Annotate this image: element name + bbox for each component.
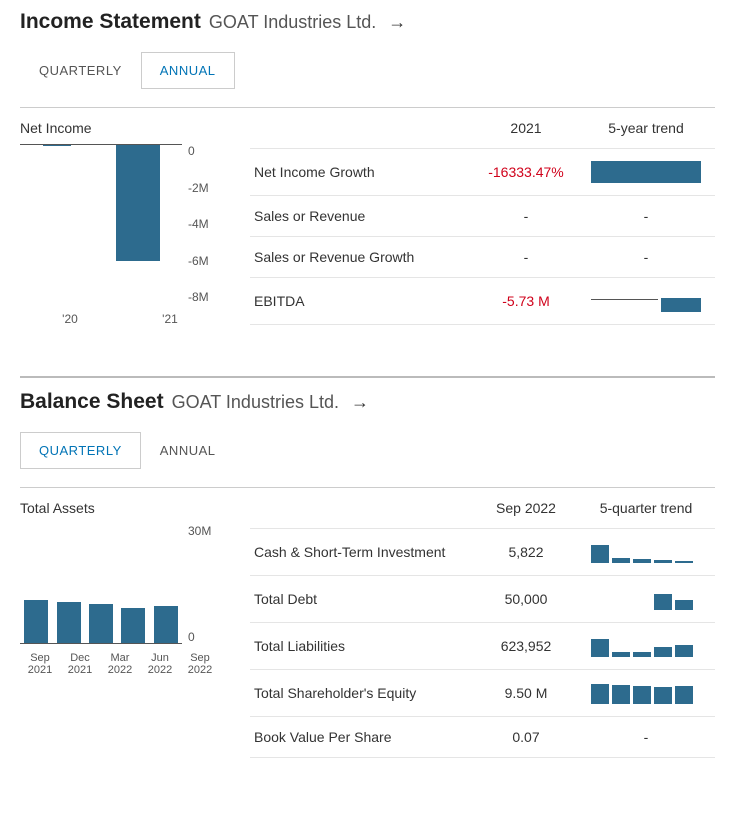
total-assets-chart: Total Assets 30M 0 Sep2021 Dec2021 Mar2022 J… <box>20 488 220 676</box>
trend-cell <box>581 588 711 610</box>
tab-quarterly[interactable]: QUARTERLY <box>20 52 141 89</box>
income-company: GOAT Industries Ltd. <box>209 12 376 33</box>
trend-cell <box>581 635 711 657</box>
income-tabs: QUARTERLY ANNUAL <box>20 52 715 89</box>
metric-label: Sales or Revenue Growth <box>254 249 471 265</box>
arrow-right-icon[interactable]: → <box>388 12 406 33</box>
y-tick: 0 <box>188 630 220 644</box>
table-row: Sales or Revenue-- <box>250 196 715 237</box>
metric-value: 623,952 <box>471 638 581 654</box>
y-tick: 0 <box>188 144 220 158</box>
arrow-right-icon[interactable]: → <box>351 392 369 413</box>
metric-label: Sales or Revenue <box>254 208 471 224</box>
bar <box>43 145 71 146</box>
x-tick: Jun2022 <box>148 652 172 676</box>
chart-title: Total Assets <box>20 500 220 516</box>
metric-value: 5,822 <box>471 544 581 560</box>
balance-header: Balance Sheet GOAT Industries Ltd. → <box>20 390 715 422</box>
x-tick: '20 <box>62 312 78 326</box>
trend-cell: - <box>581 249 711 265</box>
metric-value: 50,000 <box>471 591 581 607</box>
balance-table: Sep 2022 5-quarter trend Cash & Short-Te… <box>250 488 715 758</box>
bar <box>116 145 160 261</box>
balance-sheet-section: Balance Sheet GOAT Industries Ltd. → QUA… <box>20 390 715 758</box>
col-trend-header: 5-quarter trend <box>581 500 711 516</box>
table-row: Total Liabilities623,952 <box>250 623 715 670</box>
col-value-header: Sep 2022 <box>471 500 581 516</box>
bar <box>154 606 178 644</box>
bar <box>89 604 113 644</box>
metric-value: -5.73 M <box>471 293 581 309</box>
trend-cell <box>581 682 711 704</box>
metric-label: Total Shareholder's Equity <box>254 685 471 701</box>
section-divider <box>20 376 715 378</box>
trend-cell: - <box>581 729 711 745</box>
metric-value: - <box>471 249 581 265</box>
table-row: Book Value Per Share0.07- <box>250 717 715 758</box>
tab-annual[interactable]: ANNUAL <box>141 52 235 89</box>
trend-cell <box>581 541 711 563</box>
metric-label: EBITDA <box>254 293 471 309</box>
trend-cell <box>581 161 711 183</box>
tab-quarterly[interactable]: QUARTERLY <box>20 432 141 469</box>
col-value-header: 2021 <box>471 120 581 136</box>
income-header: Income Statement GOAT Industries Ltd. → <box>20 10 715 42</box>
tab-annual[interactable]: ANNUAL <box>141 432 235 469</box>
y-tick: -8M <box>188 290 220 304</box>
balance-tabs: QUARTERLY ANNUAL <box>20 432 715 469</box>
bar <box>57 602 81 644</box>
income-title: Income Statement <box>20 10 201 34</box>
bar <box>24 600 48 644</box>
bar <box>121 608 145 644</box>
table-row: Total Debt50,000 <box>250 576 715 623</box>
y-tick: 30M <box>188 524 220 538</box>
trend-cell: - <box>581 208 711 224</box>
balance-title: Balance Sheet <box>20 390 164 414</box>
chart-title: Net Income <box>20 120 220 136</box>
x-tick: Sep2022 <box>188 652 212 676</box>
table-row: Sales or Revenue Growth-- <box>250 237 715 278</box>
x-tick: Dec2021 <box>68 652 92 676</box>
metric-label: Total Debt <box>254 591 471 607</box>
table-row: Cash & Short-Term Investment5,822 <box>250 529 715 576</box>
net-income-chart: Net Income 0 -2M -4M -6M -8M '20 '21 <box>20 108 220 326</box>
y-tick: -2M <box>188 181 220 195</box>
metric-value: 9.50 M <box>471 685 581 701</box>
x-tick: Mar2022 <box>108 652 132 676</box>
income-table: 2021 5-year trend Net Income Growth-1633… <box>250 108 715 325</box>
income-statement-section: Income Statement GOAT Industries Ltd. → … <box>20 10 715 326</box>
balance-company: GOAT Industries Ltd. <box>172 392 339 413</box>
metric-label: Net Income Growth <box>254 164 471 180</box>
col-trend-header: 5-year trend <box>581 120 711 136</box>
metric-label: Cash & Short-Term Investment <box>254 544 471 560</box>
metric-value: 0.07 <box>471 729 581 745</box>
trend-cell <box>581 290 711 312</box>
table-row: Net Income Growth-16333.47% <box>250 149 715 196</box>
table-row: EBITDA-5.73 M <box>250 278 715 325</box>
x-tick: Sep2021 <box>28 652 52 676</box>
metric-value: - <box>471 208 581 224</box>
metric-label: Total Liabilities <box>254 638 471 654</box>
metric-label: Book Value Per Share <box>254 729 471 745</box>
table-row: Total Shareholder's Equity9.50 M <box>250 670 715 717</box>
x-tick: '21 <box>162 312 178 326</box>
y-tick: -6M <box>188 254 220 268</box>
y-tick: -4M <box>188 217 220 231</box>
metric-value: -16333.47% <box>471 164 581 180</box>
